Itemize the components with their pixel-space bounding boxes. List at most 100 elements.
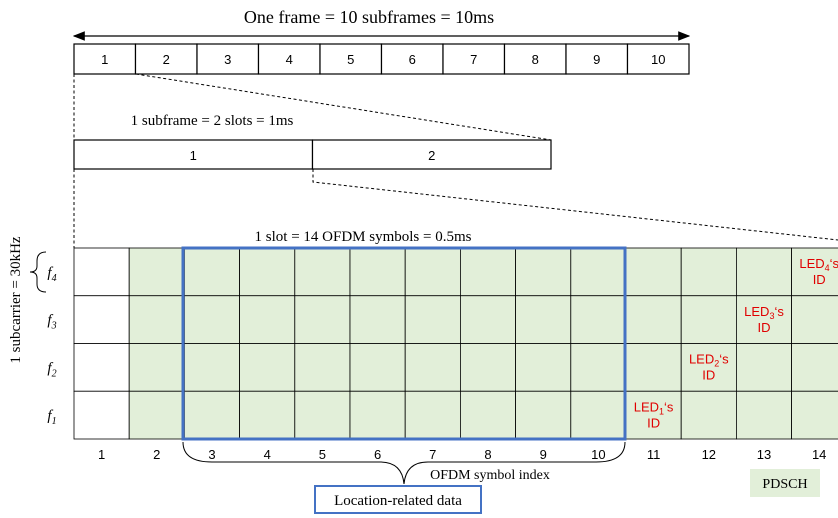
grid-cell: [515, 247, 572, 297]
grid-cell: [73, 295, 130, 344]
grid-cell: [680, 247, 737, 297]
grid-cell: [128, 247, 185, 297]
grid-cell: [515, 343, 572, 392]
grid-cell: [294, 295, 351, 344]
subframe-label: 5: [347, 52, 354, 67]
symbol-index-label: 12: [702, 447, 716, 462]
subframe-label: 8: [532, 52, 539, 67]
grid-cell: [736, 390, 793, 440]
slot-cell-1: [73, 139, 314, 170]
symbol-index-label: 11: [647, 447, 661, 462]
symbol-index-label: 1: [98, 447, 105, 462]
zoom-line-right: [135, 73, 552, 141]
subframe-cell-3: [196, 43, 260, 75]
subcarrier-brace: [29, 251, 47, 293]
symbol-index-label: 3: [208, 447, 215, 462]
led-id-label-4: LED4‘s: [799, 256, 838, 273]
grid-cell: [459, 343, 516, 392]
grid-cell: [128, 343, 185, 392]
symbol-index-label: 2: [153, 447, 160, 462]
led-id-label-line2: ID: [702, 368, 715, 383]
grid-cell: [791, 343, 838, 392]
grid-cell: [239, 295, 296, 344]
grid-cell: [791, 247, 838, 297]
subcarrier-label: 1 subcarrier = 30kHz: [8, 236, 24, 364]
frame-subframe-row: 1 2 3 4 5 6 7 8 9 10: [73, 43, 690, 75]
grid-cell: [183, 247, 240, 297]
subframe-label: 1: [101, 52, 108, 67]
grid-cell: [736, 295, 793, 344]
symbol-index-label: 4: [264, 447, 271, 462]
grid-cell: [294, 343, 351, 392]
subframe-cell-10: [626, 43, 690, 75]
symbol-index-label: 9: [540, 447, 547, 462]
slot-label: 1: [190, 148, 197, 163]
grid-cell: [404, 247, 461, 297]
symbol-index-label: 7: [429, 447, 436, 462]
grid-cell: [791, 390, 838, 440]
grid-cell: [183, 343, 240, 392]
grid-cell: [680, 343, 737, 392]
symbol-index-label: 13: [757, 447, 771, 462]
grid-cell: [736, 343, 793, 392]
grid-cell: [570, 343, 627, 392]
location-data-brace: [182, 441, 626, 485]
subframe-label: 9: [593, 52, 600, 67]
grid-cell: [625, 295, 682, 344]
resource-grid: [73, 247, 838, 440]
grid-cell: [459, 247, 516, 297]
led-id-label-1: LED1‘s: [634, 399, 674, 416]
frame-title: One frame = 10 subframes = 10ms: [244, 7, 494, 27]
grid-cell: [404, 343, 461, 392]
grid-cell: [128, 390, 185, 440]
grid-cell: [73, 247, 130, 297]
grid-cell: [349, 343, 406, 392]
grid-cell: [294, 247, 351, 297]
grid-cell: [570, 390, 627, 440]
symbol-index-label: 6: [374, 447, 381, 462]
slot-label: 2: [428, 148, 435, 163]
location-data-highlight: [181, 246, 627, 441]
grid-cell: [680, 295, 737, 344]
grid-cell: [73, 343, 130, 392]
grid-cell: [128, 295, 185, 344]
subcarrier-f3: f3: [47, 313, 56, 332]
led-id-label-line2: ID: [813, 272, 826, 287]
slot-cell-2: [311, 139, 552, 170]
led-id-label-line2: ID: [647, 415, 660, 430]
zoom-line-slot-right: [312, 169, 838, 241]
grid-cell: [625, 390, 682, 440]
led-id-label-line2: ID: [758, 320, 771, 335]
location-data-box: [314, 485, 482, 514]
grid-cell: [459, 295, 516, 344]
grid-cell: [625, 247, 682, 297]
grid-cell: [791, 295, 838, 344]
symbol-axis-label: OFDM symbol index: [430, 468, 550, 483]
led-id-label-2: LED2‘s: [689, 352, 729, 369]
grid-cell: [239, 390, 296, 440]
subcarrier-labels: f4 f3 f2 f1: [47, 265, 56, 427]
grid-cell: [73, 390, 130, 440]
subframe-cell-2: [134, 43, 198, 75]
subframe-label: 6: [409, 52, 416, 67]
grid-cell: [515, 390, 572, 440]
grid-cell: [183, 390, 240, 440]
grid-cell: [515, 295, 572, 344]
grid-cell: [294, 390, 351, 440]
grid-cell: [404, 390, 461, 440]
pdsch-legend-swatch: [750, 469, 820, 497]
grid-cell: [570, 295, 627, 344]
grid-cell: [239, 247, 296, 297]
symbol-index-label: 14: [812, 447, 826, 462]
grid-cell: [183, 295, 240, 344]
symbol-index-labels: 1 2 3 4 5 6 7 8 9 10 11 12 13 14: [98, 447, 826, 462]
subframe-label: 2: [163, 52, 170, 67]
subframe-label: 4: [286, 52, 293, 67]
subframe-label: 3: [224, 52, 231, 67]
grid-cell: [625, 343, 682, 392]
subframe-cell-9: [565, 43, 629, 75]
grid-cell: [459, 390, 516, 440]
subframe-title: 1 subframe = 2 slots = 1ms: [131, 113, 294, 129]
